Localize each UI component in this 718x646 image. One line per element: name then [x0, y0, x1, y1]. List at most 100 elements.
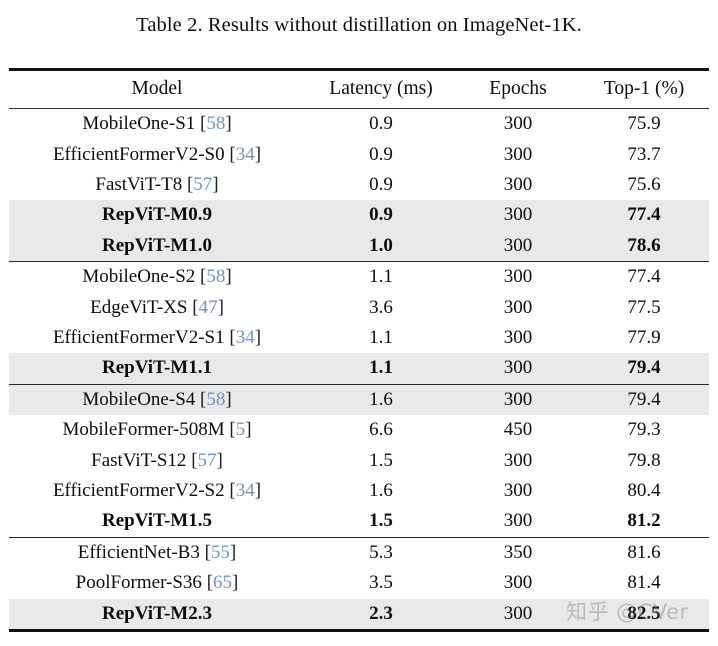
citation-bracket-open: [ — [229, 419, 236, 441]
table-row: RepViT-M1.5 1.5 300 81.2 — [9, 506, 709, 536]
cell-model: MobileOne-S2 [58] — [9, 262, 305, 293]
citation-bracket-close: ] — [254, 480, 262, 502]
citation-bracket-open: [ — [229, 327, 236, 349]
cell-model: RepViT-M1.1 — [9, 353, 305, 384]
table-row: PoolFormer-S36 [65] 3.5 300 81.4 — [9, 568, 709, 598]
cell-epochs: 450 — [503, 419, 533, 441]
cell-epochs: 300 — [503, 174, 533, 195]
citation-bracket-close: ] — [217, 296, 224, 318]
table-footer — [9, 628, 709, 632]
cell-latency: 1.0 — [305, 230, 457, 262]
cell-top1: 79.3 — [627, 419, 661, 441]
citation-link[interactable]: 58 — [206, 388, 226, 410]
model-name: MobileOne-S1 — [82, 113, 196, 135]
model-name: EfficientNet-B3 — [77, 541, 200, 563]
cell-top1: 79.4 — [579, 353, 709, 384]
cell-epochs: 300 — [457, 384, 579, 416]
citation-link[interactable]: 65 — [213, 572, 233, 594]
cell-latency: 1.5 — [369, 449, 393, 471]
cell-epochs: 300 — [457, 230, 579, 262]
cell-top1: 79.8 — [627, 449, 661, 471]
column-header-latency: Latency (ms) — [329, 78, 433, 99]
cell-epochs: 300 — [503, 327, 533, 349]
cell-epochs: 300 — [503, 266, 533, 288]
citation-link[interactable]: 5 — [235, 419, 246, 441]
cell-top1: 77.5 — [627, 296, 661, 318]
table-body: MobileOne-S1 [58] 0.9 300 75.9 EfficientForm… — [9, 109, 709, 629]
cell-model: FastViT-T8 [57] — [9, 170, 305, 200]
citation-bracket-open: [ — [200, 388, 207, 410]
cell-model: FastViT-S12 [57] — [9, 445, 305, 475]
cell-latency: 1.5 — [369, 510, 393, 532]
citation-link[interactable]: 34 — [235, 143, 255, 165]
model-name: EfficientFormerV2-S0 — [52, 143, 225, 165]
cell-top1: 75.6 — [627, 174, 661, 195]
cell-model: RepViT-M2.3 — [9, 598, 305, 629]
table-caption: Table 2. Results without distillation on… — [136, 14, 582, 36]
cell-top1: 73.7 — [627, 143, 661, 165]
cell-epochs: 300 — [457, 353, 579, 384]
cell-model: PoolFormer-S36 [65] — [9, 568, 305, 598]
table-row: RepViT-M0.9 0.9 300 77.4 — [9, 200, 709, 231]
results-table: Model Latency (ms) Epochs Top-1 (%) Mobi… — [9, 67, 709, 632]
table-row: EdgeViT-XS [47] 3.6 300 77.5 — [9, 292, 709, 322]
citation-link[interactable]: 34 — [235, 480, 255, 502]
citation-bracket-close: ] — [232, 572, 239, 594]
model-name: EfficientFormerV2-S2 — [52, 480, 225, 502]
cell-model: MobileOne-S1 [58] — [9, 109, 305, 140]
cell-model: MobileFormer-508M [5] — [9, 415, 305, 445]
citation-bracket-close: ] — [212, 174, 219, 195]
model-name: RepViT-M1.0 — [102, 234, 212, 256]
cell-top1: 81.4 — [627, 572, 661, 594]
citation-bracket-open: [ — [200, 266, 207, 288]
citation-link[interactable]: 34 — [235, 327, 255, 349]
citation-link[interactable]: 55 — [210, 541, 230, 563]
cell-epochs: 300 — [457, 598, 579, 629]
model-name: FastViT-T8 — [95, 174, 183, 195]
table-bottomrule — [9, 628, 709, 632]
citation-link[interactable]: 57 — [193, 174, 213, 195]
table-row: RepViT-M2.3 2.3 300 82.5 — [9, 598, 709, 629]
citation-link[interactable]: 47 — [198, 296, 218, 318]
citation-link[interactable]: 58 — [206, 113, 226, 135]
citation-bracket-open: [ — [204, 541, 211, 563]
cell-latency: 3.6 — [369, 296, 393, 318]
cell-latency: 3.5 — [369, 572, 393, 594]
cell-model: RepViT-M1.0 — [9, 230, 305, 262]
cell-latency: 1.1 — [369, 327, 393, 349]
citation-bracket-close: ] — [245, 419, 252, 441]
citation-bracket-close: ] — [225, 388, 232, 410]
model-name: RepViT-M1.1 — [102, 357, 212, 379]
table-row: FastViT-T8 [57] 0.9 300 75.6 — [9, 170, 709, 200]
cell-latency: 2.3 — [305, 598, 457, 629]
citation-bracket-open: [ — [186, 174, 194, 195]
citation-bracket-open: [ — [206, 572, 214, 594]
table-row: FastViT-S12 [57] 1.5 300 79.8 — [9, 445, 709, 475]
table-row: MobileOne-S2 [58] 1.1 300 77.4 — [9, 262, 709, 293]
cell-latency: 1.6 — [305, 384, 457, 416]
citation-bracket-close: ] — [216, 449, 223, 471]
cell-model: EdgeViT-XS [47] — [9, 292, 305, 322]
cell-top1: 81.6 — [627, 541, 661, 563]
model-name: PoolFormer-S36 — [75, 572, 202, 594]
table-toprule — [9, 67, 709, 71]
model-name: MobileFormer-508M — [62, 419, 225, 441]
table-row: RepViT-M1.1 1.1 300 79.4 — [9, 353, 709, 384]
citation-bracket-open: [ — [229, 480, 236, 502]
table-row: EfficientFormerV2-S0 [34] 0.9 300 73.7 — [9, 139, 709, 169]
cell-latency: 0.9 — [369, 174, 393, 195]
cell-model: RepViT-M0.9 — [9, 200, 305, 231]
citation-link[interactable]: 57 — [197, 449, 217, 471]
table-row: EfficientFormerV2-S1 [34] 1.1 300 77.9 — [9, 323, 709, 353]
citation-bracket-close: ] — [254, 143, 262, 165]
cell-latency: 1.1 — [369, 266, 393, 288]
cell-epochs: 300 — [503, 296, 533, 318]
cell-top1: 82.5 — [579, 598, 709, 629]
column-header-top1: Top-1 (%) — [603, 78, 685, 99]
cell-top1: 77.9 — [627, 327, 661, 349]
cell-latency: 6.6 — [369, 419, 393, 441]
table-row: RepViT-M1.0 1.0 300 78.6 — [9, 230, 709, 262]
citation-link[interactable]: 58 — [206, 266, 226, 288]
cell-top1: 77.4 — [579, 200, 709, 231]
